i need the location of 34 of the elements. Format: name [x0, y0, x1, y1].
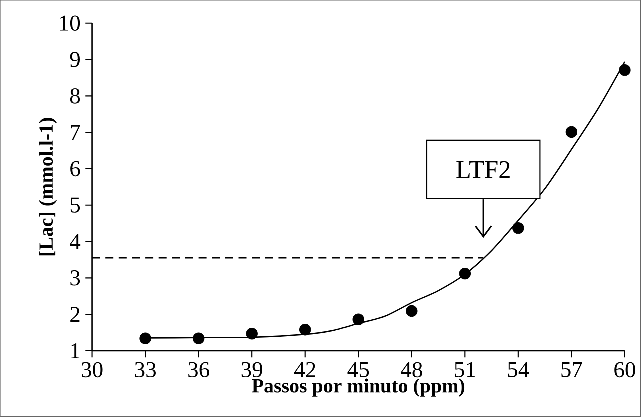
y-tick-label: 1 — [72, 343, 80, 358]
y-tick-label: 10 — [60, 16, 80, 31]
x-tick-label: 36 — [188, 362, 210, 378]
point — [246, 328, 258, 340]
x-tick-label: 42 — [294, 362, 316, 378]
y-tick-label: 9 — [70, 52, 80, 68]
y-tick-label: 8 — [70, 88, 80, 104]
annotation: LTF2 — [456, 161, 510, 178]
x-tick-label: 48 — [401, 362, 422, 378]
y-axis-title: [Lac] (mmol.l-1) — [39, 118, 58, 256]
point — [459, 268, 472, 280]
point — [299, 324, 312, 336]
y-tick-label: 4 — [70, 234, 81, 250]
y-tick-label: 3 — [70, 270, 80, 286]
y-tick-label: 5 — [70, 198, 80, 213]
y-tick-label: 6 — [70, 161, 80, 176]
x-tick-label: 60 — [614, 362, 636, 378]
point — [512, 222, 524, 234]
x-tick-label: 57 — [562, 362, 582, 378]
point — [566, 126, 578, 138]
point — [619, 64, 631, 76]
x-tick-label: 54 — [508, 362, 530, 378]
point — [140, 332, 152, 344]
x-tick-label: 33 — [135, 362, 156, 378]
y-tick-label: 2 — [70, 306, 80, 322]
x-tick-label: 51 — [455, 362, 476, 378]
x-axis-title: Passos por minuto (ppm) — [252, 378, 465, 397]
x-tick-label: 45 — [348, 362, 370, 378]
x-tick-label: 39 — [242, 362, 262, 378]
x-tick-label: 30 — [82, 362, 103, 378]
point — [192, 332, 205, 344]
y-tick-label: 7 — [71, 125, 80, 140]
point — [352, 314, 364, 326]
point — [406, 305, 418, 318]
